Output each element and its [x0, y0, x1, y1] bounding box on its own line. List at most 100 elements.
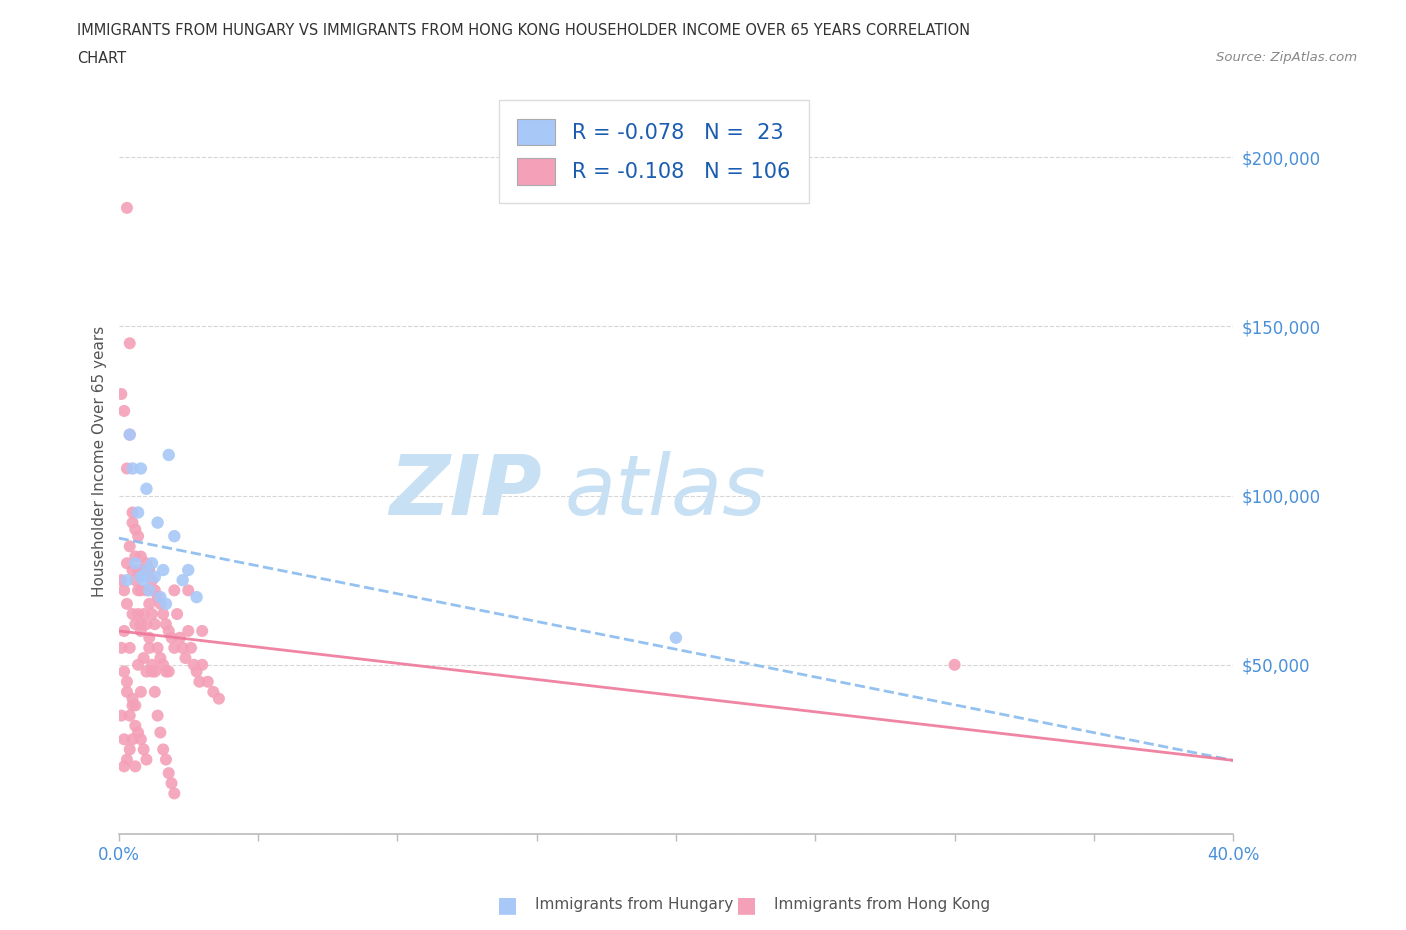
Point: [166, 606, 188, 621]
Point: [110, 708, 132, 723]
Point: [138, 583, 160, 598]
Point: [121, 606, 143, 621]
Point: [141, 664, 163, 679]
Text: Source: ZipAtlas.com: Source: ZipAtlas.com: [1216, 51, 1357, 64]
Point: [943, 658, 966, 672]
Point: [124, 617, 146, 631]
Point: [138, 596, 160, 611]
Point: [191, 658, 214, 672]
Point: [115, 461, 138, 476]
Point: [112, 732, 135, 747]
Point: [177, 623, 200, 638]
Point: [160, 631, 183, 645]
Point: [157, 623, 180, 638]
Point: [174, 651, 197, 666]
Point: [129, 684, 152, 699]
Point: [127, 563, 149, 578]
Point: [177, 583, 200, 598]
Point: [188, 674, 211, 689]
Text: Immigrants from Hong Kong: Immigrants from Hong Kong: [775, 897, 990, 912]
Point: [143, 684, 166, 699]
Point: [124, 573, 146, 588]
Point: [155, 596, 177, 611]
Point: [152, 606, 174, 621]
Text: atlas: atlas: [564, 451, 766, 532]
Point: [157, 765, 180, 780]
Point: [127, 583, 149, 598]
Point: [665, 631, 688, 645]
Point: [132, 573, 155, 588]
Point: [135, 563, 157, 578]
Point: [129, 569, 152, 584]
Point: [110, 387, 132, 402]
Text: ZIP: ZIP: [389, 451, 543, 532]
Point: [155, 664, 177, 679]
Point: [124, 759, 146, 774]
Point: [172, 641, 194, 656]
Point: [149, 596, 172, 611]
Point: [141, 606, 163, 621]
Point: [191, 623, 214, 638]
Point: [112, 623, 135, 638]
Legend: R = -0.078   N =  23, R = -0.108   N = 106: R = -0.078 N = 23, R = -0.108 N = 106: [499, 100, 808, 204]
Point: [127, 529, 149, 544]
Point: [143, 664, 166, 679]
Point: [135, 556, 157, 571]
Point: [155, 617, 177, 631]
Point: [129, 583, 152, 598]
Point: [149, 590, 172, 604]
Point: [121, 461, 143, 476]
Point: [115, 556, 138, 571]
Point: [110, 641, 132, 656]
Text: IMMIGRANTS FROM HUNGARY VS IMMIGRANTS FROM HONG KONG HOUSEHOLDER INCOME OVER 65 : IMMIGRANTS FROM HUNGARY VS IMMIGRANTS FR…: [77, 23, 970, 38]
Point: [202, 684, 225, 699]
Point: [118, 336, 141, 351]
Point: [172, 573, 194, 588]
Point: [152, 658, 174, 672]
Point: [121, 732, 143, 747]
Point: [127, 658, 149, 672]
Point: [135, 752, 157, 767]
Point: [152, 563, 174, 578]
Point: [141, 658, 163, 672]
Point: [118, 538, 141, 553]
Point: [127, 606, 149, 621]
Point: [124, 549, 146, 564]
Point: [135, 664, 157, 679]
Point: [132, 742, 155, 757]
Point: [141, 573, 163, 588]
Point: [146, 515, 169, 530]
Point: [124, 718, 146, 733]
Text: CHART: CHART: [77, 51, 127, 66]
Point: [115, 573, 138, 588]
Point: [129, 623, 152, 638]
Point: [157, 664, 180, 679]
Point: [115, 201, 138, 216]
Point: [155, 752, 177, 767]
Point: [118, 708, 141, 723]
Point: [132, 563, 155, 578]
Text: Immigrants from Hungary: Immigrants from Hungary: [536, 897, 734, 912]
Point: [183, 658, 205, 672]
Point: [138, 631, 160, 645]
Point: [112, 583, 135, 598]
Point: [118, 641, 141, 656]
Point: [132, 606, 155, 621]
Point: [124, 556, 146, 571]
Point: [115, 596, 138, 611]
Point: [163, 786, 186, 801]
Point: [135, 482, 157, 497]
Point: [143, 583, 166, 598]
Point: [186, 664, 208, 679]
Point: [143, 569, 166, 584]
Point: [121, 691, 143, 706]
Text: ■: ■: [735, 895, 756, 915]
Point: [115, 684, 138, 699]
Point: [112, 404, 135, 418]
Point: [115, 674, 138, 689]
Point: [138, 563, 160, 578]
Point: [129, 549, 152, 564]
Point: [135, 617, 157, 631]
Point: [127, 505, 149, 520]
Point: [138, 641, 160, 656]
